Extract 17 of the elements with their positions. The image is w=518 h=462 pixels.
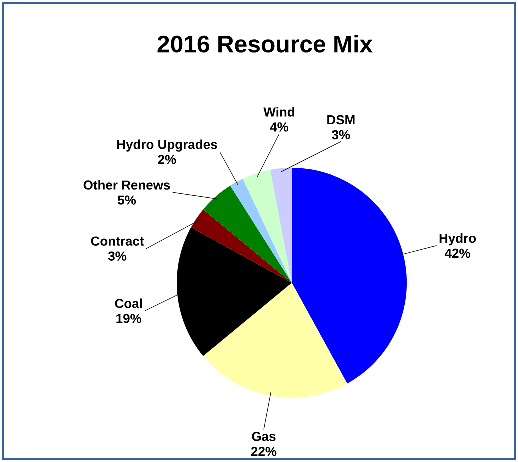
data-label: 3% [108, 252, 127, 261]
data-label: 42% [444, 248, 470, 258]
slice-label: Hydro [440, 234, 476, 246]
slice-label: Hydro Upgrades [118, 140, 218, 152]
data-label: 2% [158, 155, 176, 164]
slice-label: DSM [328, 115, 355, 125]
slice-label: Contract [91, 236, 144, 246]
data-label: 5% [118, 196, 136, 205]
data-label: 3% [332, 130, 350, 140]
data-label: 22% [251, 447, 277, 456]
slice-label: Wind [264, 107, 294, 117]
chart-title: 2016 Resource Mix [158, 35, 373, 53]
data-label: 19% [116, 314, 142, 324]
slice-label: Gas [252, 432, 276, 442]
data-label: 4% [270, 122, 289, 132]
slice-label: Coal [115, 298, 142, 308]
slice-label: Other Renews [84, 180, 170, 190]
